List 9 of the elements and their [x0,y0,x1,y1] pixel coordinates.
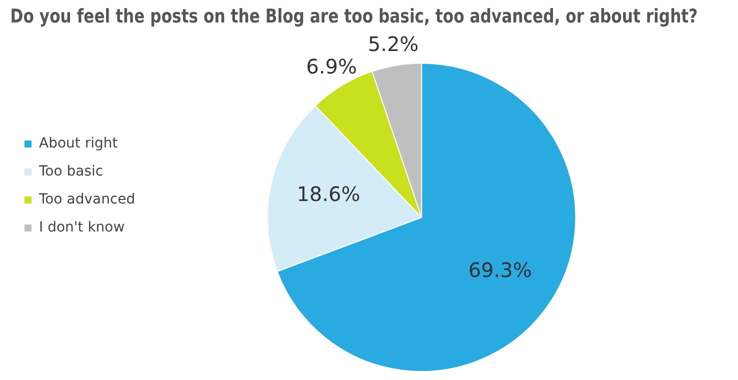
data-label: 18.6% [296,182,360,206]
legend-label: About right [39,136,118,152]
legend-label: I don't know [39,220,125,236]
legend-label: Too advanced [38,192,136,208]
legend-label: Too basic [38,164,104,180]
chart-title: Do you feel the posts on the Blog are too basic, too advanced, or about right? [10,6,698,28]
data-label: 5.2% [368,32,419,56]
data-label: 6.9% [306,54,357,79]
data-label: 69.3% [468,258,532,282]
